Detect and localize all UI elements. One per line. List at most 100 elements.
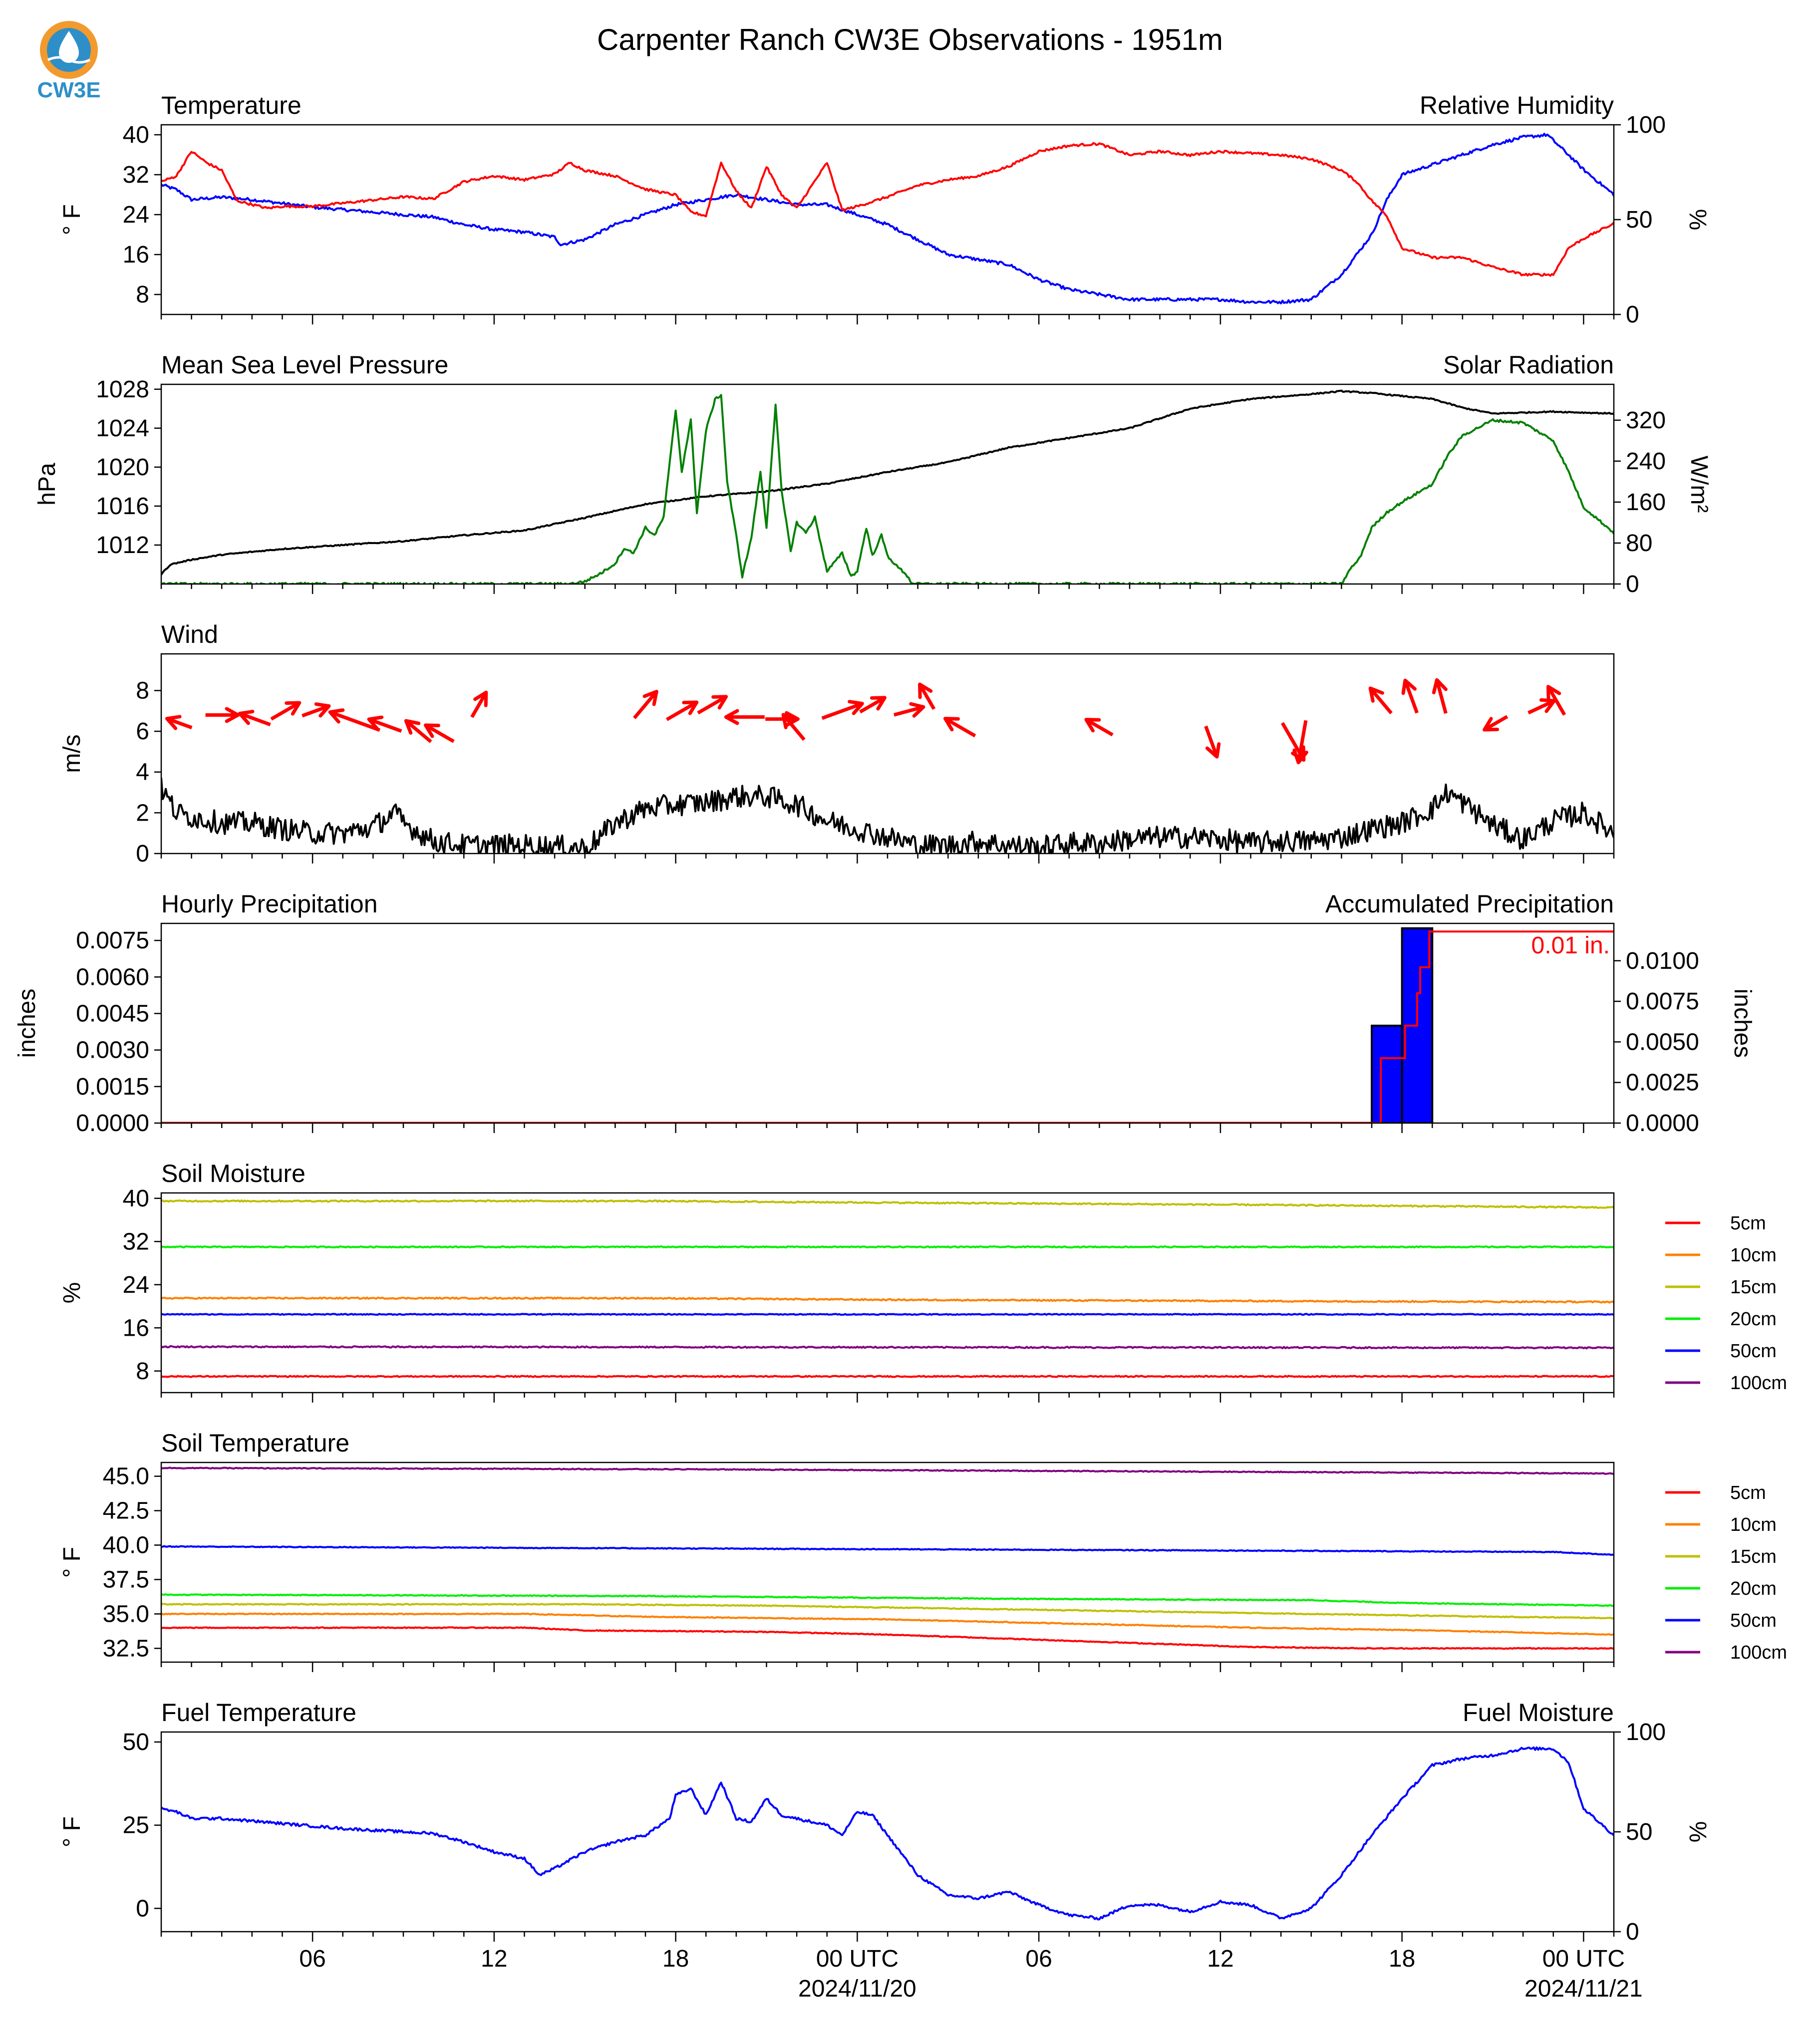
series-line-50cm — [161, 1313, 1614, 1316]
precip-bar — [1371, 1024, 1403, 1123]
panel-title-right: Solar Radiation — [1443, 351, 1614, 379]
y-tick-label-right: 0.0075 — [1626, 988, 1699, 1015]
logo-droplet-icon — [59, 31, 79, 63]
y-tick-label: 50 — [123, 1729, 149, 1755]
x-tick-label: 12 — [1207, 1946, 1233, 1972]
wind-arrow-head — [1483, 717, 1500, 732]
wind-arrow — [205, 707, 240, 723]
panel-title-left: Wind — [161, 620, 218, 648]
wind-arrow-head — [870, 696, 887, 711]
series-line-15cm — [161, 1603, 1614, 1620]
y-tick-label-right: 160 — [1626, 489, 1666, 516]
panel-title-left: Temperature — [161, 91, 302, 119]
series-line-10cm — [161, 1612, 1614, 1636]
wind-arrow — [470, 690, 488, 718]
legend-label: 20cm — [1730, 1578, 1777, 1599]
wind-arrow-head — [1292, 748, 1308, 765]
legend-label: 5cm — [1730, 1213, 1766, 1234]
wind-arrow-head — [724, 709, 739, 725]
wind-arrow — [302, 702, 331, 718]
wind-arrow — [1292, 720, 1308, 765]
wind-arrow — [270, 701, 302, 721]
y-tick-label: 0 — [136, 841, 149, 867]
wind-arrow-shaft — [1527, 699, 1555, 715]
wind-arrow — [1368, 686, 1393, 715]
y-axis-label: ° F — [59, 1547, 85, 1578]
x-tick-date-label: 2024/11/21 — [1524, 1976, 1643, 2002]
accum-precip-line — [161, 930, 1614, 1123]
x-tick-label: 00 UTC — [1542, 1946, 1625, 1972]
wind-arrow — [697, 695, 728, 715]
y-tick-label: 32 — [123, 162, 149, 188]
y-tick-label: 8 — [136, 1358, 149, 1385]
y-tick-label-right: 0.0025 — [1626, 1070, 1699, 1096]
y-axis-label-right: inches — [1729, 989, 1756, 1058]
legend-label: 100cm — [1730, 1373, 1787, 1394]
y-tick-label: 45.0 — [103, 1463, 149, 1490]
series-group — [161, 1466, 1614, 1650]
wind-arrow — [423, 723, 455, 743]
x-tick-label: 18 — [1389, 1946, 1415, 1972]
y-tick-label: 0.0030 — [76, 1037, 149, 1064]
wind-arrow — [1483, 715, 1509, 732]
wind-arrow-head — [1205, 742, 1221, 759]
series-line-100cm — [161, 1466, 1614, 1475]
wind-arrow-shaft — [1085, 718, 1114, 737]
y-tick-label: 1012 — [96, 532, 149, 559]
wind-arrow — [1401, 678, 1419, 714]
series-line-5cm — [161, 1626, 1614, 1650]
legend-label: 50cm — [1730, 1341, 1777, 1362]
wind-arrow — [367, 715, 402, 733]
logo-text: CW3E — [37, 78, 100, 102]
wind-arrow-shaft — [302, 704, 330, 718]
cw3e-logo: CW3E — [37, 21, 101, 102]
panel-7: Fuel Temperature Fuel Moisture 0 25 50 0 50 100… — [59, 1699, 1711, 1945]
y-tick-label: 24 — [123, 202, 149, 228]
y-axis-label-right: % — [1684, 209, 1711, 231]
wind-arrow-head — [238, 710, 255, 725]
wind-arrow-head — [225, 707, 240, 723]
wind-arrow-shaft — [1546, 685, 1566, 716]
panel-frame — [160, 922, 1615, 1124]
y-tick-label: 1028 — [96, 376, 149, 403]
wind-arrow — [1527, 698, 1556, 715]
series-group — [161, 678, 1614, 854]
series-line-left — [161, 1746, 1614, 1921]
accum-annotation: 0.01 in. — [1531, 932, 1610, 959]
wind-arrow-head — [909, 702, 925, 718]
logo-wave-icon — [47, 56, 91, 64]
y-tick-label: 4 — [136, 759, 149, 786]
wind-arrow-shaft — [1296, 720, 1308, 763]
y-tick-label: 1016 — [96, 493, 149, 520]
wind-arrow-head — [1432, 678, 1448, 694]
wind-arrow-head — [1546, 685, 1561, 702]
x-tick-label: 06 — [299, 1946, 325, 1972]
wind-arrow-head — [848, 700, 864, 715]
wind-arrow-head — [711, 695, 728, 710]
y-tick-label: 0.0000 — [76, 1110, 149, 1137]
wind-arrow-shaft — [782, 713, 806, 741]
wind-arrow-head — [1539, 698, 1556, 713]
wind-arrow-head — [1368, 686, 1384, 703]
y-tick-label-right: 0 — [1626, 571, 1639, 597]
series-line-left — [161, 777, 1614, 854]
y-tick-label: 40 — [123, 122, 149, 148]
legend-label: 20cm — [1730, 1309, 1777, 1330]
series-line-50cm — [161, 1545, 1614, 1556]
x-tick-date-label: 2024/11/20 — [798, 1976, 916, 2002]
y-axis-label-right: % — [1684, 1821, 1711, 1843]
wind-arrow — [859, 696, 887, 714]
panel-title-right: Fuel Moisture — [1463, 1699, 1614, 1727]
wind-arrow-shaft — [405, 719, 432, 743]
wind-arrow-head — [423, 723, 440, 738]
y-axis-label: inches — [14, 989, 40, 1058]
wind-arrow-head — [918, 682, 933, 699]
wind-arrow — [1432, 678, 1448, 714]
wind-arrow-shaft — [368, 717, 402, 733]
wind-arrow-shaft — [893, 705, 924, 717]
wind-arrow — [821, 700, 864, 720]
wind-arrow — [1546, 685, 1566, 716]
wind-arrow-shaft — [1483, 715, 1509, 732]
wind-arrow — [781, 713, 806, 741]
wind-arrow-shaft — [1403, 679, 1419, 714]
